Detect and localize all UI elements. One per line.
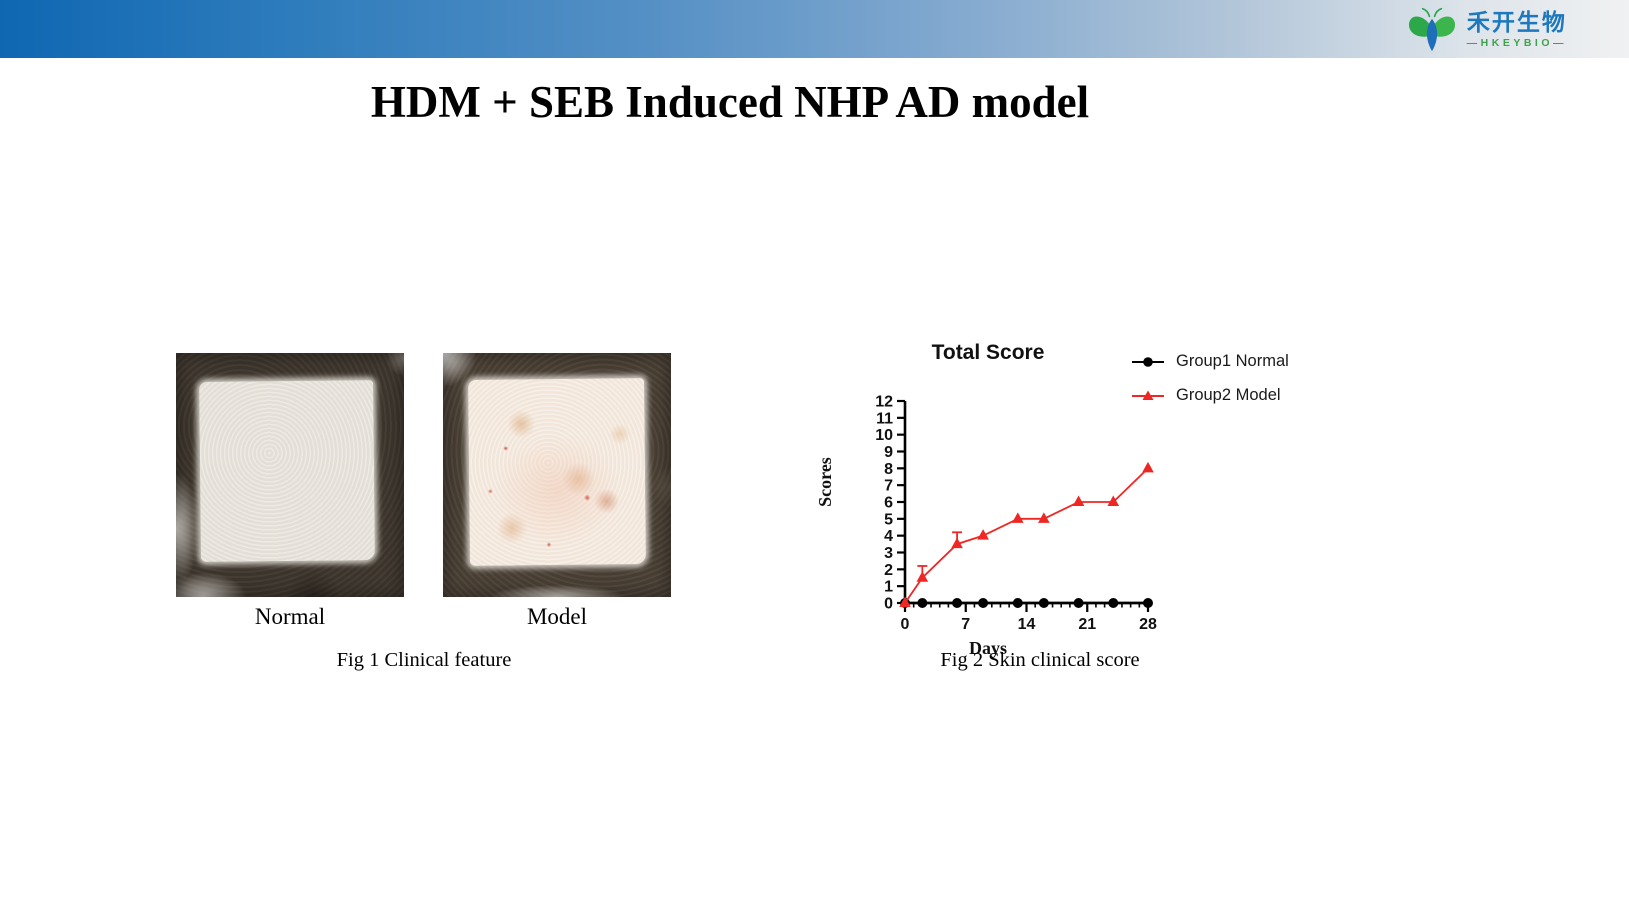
skin-patch-model [468, 378, 646, 566]
svg-text:1: 1 [884, 579, 893, 596]
svg-text:6: 6 [884, 495, 893, 512]
slide-title: HDM + SEB Induced NHP AD model [370, 77, 1090, 127]
photo-normal-skin [176, 353, 404, 597]
svg-text:0: 0 [884, 596, 893, 613]
logo-text: 禾开生物 —HKEYBIO— [1467, 11, 1567, 49]
svg-text:9: 9 [884, 444, 893, 461]
legend-label-group2: Group2 Model [1176, 386, 1281, 404]
chart-legend: Group1 Normal Group2 Model [1130, 349, 1289, 408]
svg-text:21: 21 [1078, 616, 1096, 633]
svg-text:8: 8 [884, 461, 893, 478]
svg-text:4: 4 [884, 528, 893, 545]
butterfly-leaf-icon [1408, 7, 1455, 52]
skin-patch-normal [199, 380, 375, 562]
legend-item-group1-normal: Group1 Normal [1130, 349, 1289, 374]
svg-text:28: 28 [1139, 616, 1157, 633]
legend-item-group2-model: Group2 Model [1130, 383, 1289, 408]
svg-text:14: 14 [1018, 616, 1036, 633]
fig2-caption: Fig 2 Skin clinical score [940, 649, 1140, 671]
svg-text:12: 12 [875, 394, 893, 411]
photo-label-normal: Normal [254, 604, 326, 629]
logo-brand-en: —HKEYBIO— [1466, 37, 1567, 50]
svg-text:7: 7 [884, 478, 893, 495]
svg-text:7: 7 [961, 616, 970, 633]
legend-circle-marker-icon [1132, 356, 1164, 367]
photo-model-skin [443, 353, 671, 597]
header-bar: 禾开生物 —HKEYBIO— [0, 0, 1629, 58]
svg-text:3: 3 [884, 545, 893, 562]
photo-label-model: Model [526, 604, 588, 629]
fig1-caption: Fig 1 Clinical feature [336, 649, 512, 671]
svg-text:0: 0 [901, 616, 910, 633]
logo-brand-cn: 禾开生物 [1466, 9, 1567, 36]
svg-text:Scores: Scores [815, 457, 835, 507]
svg-text:2: 2 [884, 562, 893, 579]
svg-text:Total Score: Total Score [932, 341, 1045, 364]
svg-text:10: 10 [875, 427, 893, 444]
logo: 禾开生物 —HKEYBIO— [1406, 7, 1567, 53]
svg-text:5: 5 [884, 511, 893, 528]
svg-text:Days: Days [969, 638, 1007, 658]
svg-text:11: 11 [876, 410, 893, 427]
legend-triangle-marker-icon [1132, 390, 1164, 400]
legend-label-group1: Group1 Normal [1176, 352, 1289, 370]
